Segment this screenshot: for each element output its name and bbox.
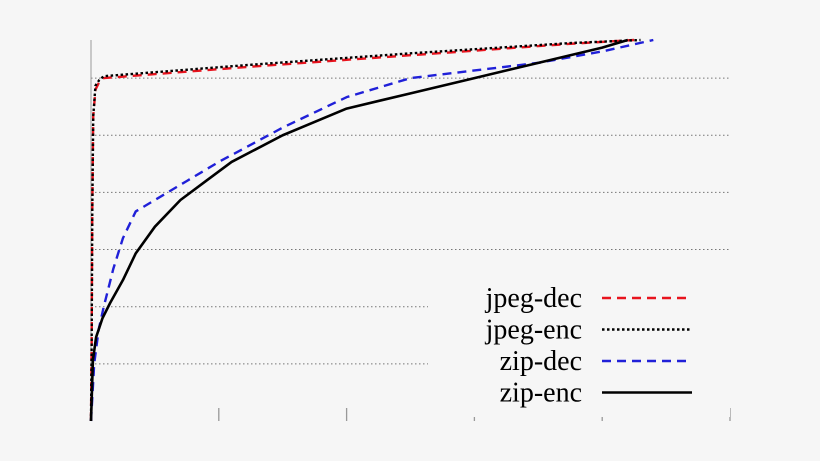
series-line-jpeg-enc: [89, 38, 641, 422]
series-line-zip-enc: [89, 38, 629, 422]
legend-label-zip-dec: zip-dec: [500, 346, 582, 377]
legend-label-zip-enc: zip-enc: [500, 378, 582, 409]
legend-box: [428, 282, 730, 417]
series-line-zip-dec: [89, 38, 654, 422]
legend-label-jpeg-enc: jpeg-enc: [485, 315, 582, 346]
legend-label-jpeg-dec: jpeg-dec: [485, 283, 582, 314]
series-lines: [89, 38, 654, 422]
